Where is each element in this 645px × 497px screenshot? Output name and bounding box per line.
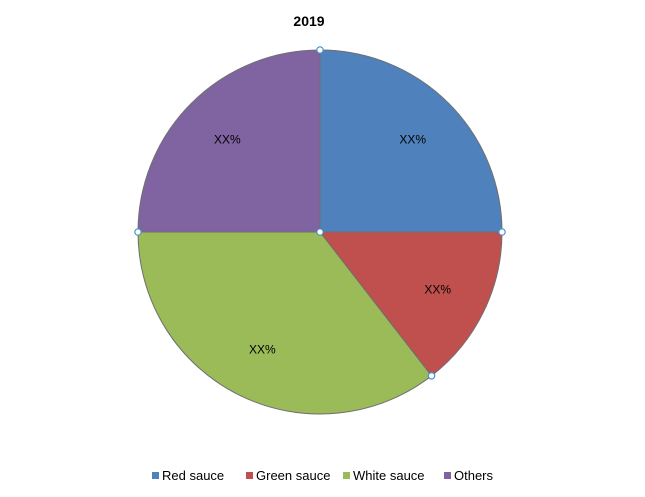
pie-slices [137, 49, 503, 415]
pie-slice-red-sauce[interactable] [319, 49, 503, 233]
legend-swatch [343, 472, 350, 479]
selection-handle[interactable] [498, 228, 506, 236]
selection-handle[interactable] [316, 228, 324, 236]
slice-label-others: XX% [214, 132, 241, 146]
slice-label-green-sauce: XX% [424, 283, 451, 297]
selection-handles[interactable] [134, 46, 506, 380]
selection-handle[interactable] [316, 46, 324, 54]
chart-title: 2019 [293, 13, 324, 29]
legend-label: Others [454, 468, 494, 483]
pie-slice-green-sauce[interactable] [318, 231, 503, 377]
legend-item-green-sauce: Green sauce [246, 468, 330, 483]
legend-label: Red sauce [162, 468, 224, 483]
legend-swatch [152, 472, 159, 479]
legend-label: White sauce [353, 468, 425, 483]
legend-item-others: Others [444, 468, 494, 483]
legend-label: Green sauce [256, 468, 330, 483]
selection-handle[interactable] [134, 228, 142, 236]
legend-item-white-sauce: White sauce [343, 468, 425, 483]
pie-slice-white-sauce[interactable] [137, 231, 433, 415]
legend-swatch [246, 472, 253, 479]
slice-label-red-sauce: XX% [399, 132, 426, 146]
legend: Red sauce Green sauce White sauce Others [152, 468, 494, 483]
legend-swatch [444, 472, 451, 479]
slice-label-white-sauce: XX% [249, 343, 276, 357]
legend-item-red-sauce: Red sauce [152, 468, 224, 483]
selection-handle[interactable] [427, 372, 436, 380]
pie-slice-others[interactable] [137, 49, 321, 233]
pie-slice-labels: XX% XX% XX% XX% [214, 132, 451, 356]
